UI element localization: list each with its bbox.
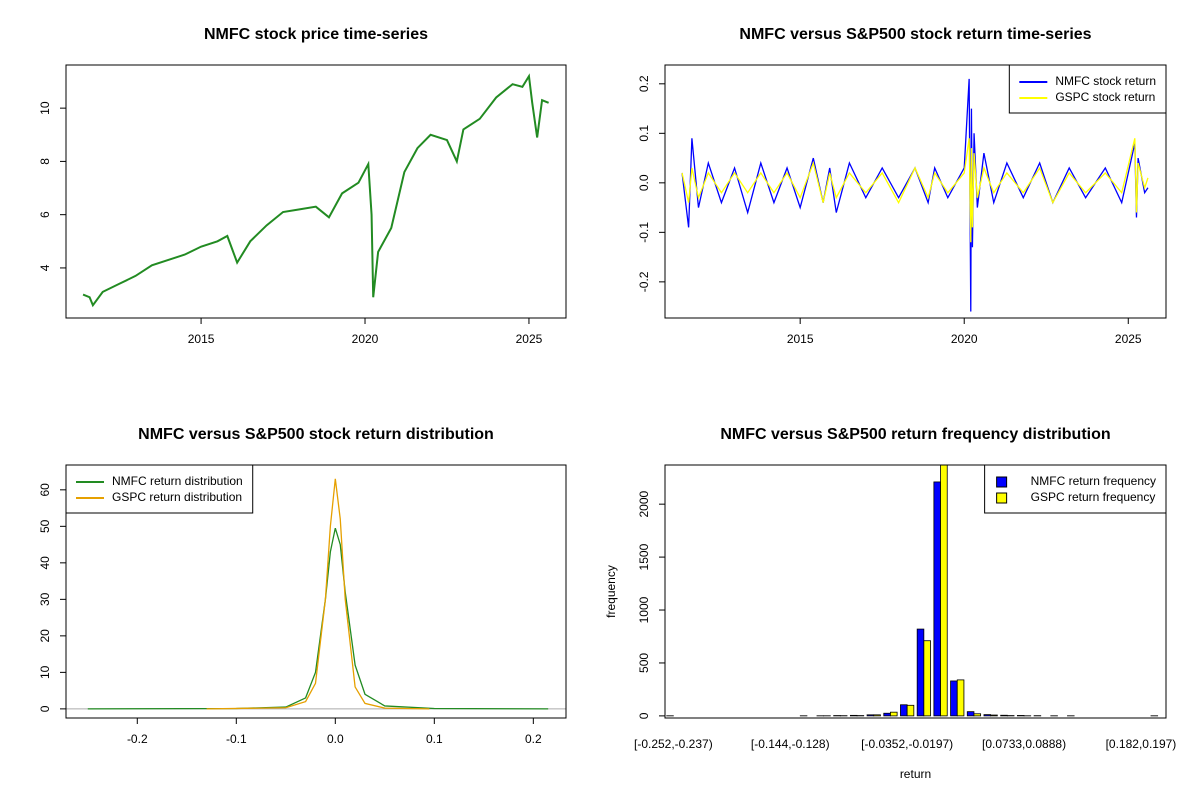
y-tick-label: 50	[38, 519, 52, 533]
y-tick-label: 10	[38, 665, 52, 679]
x-tick-label: [-0.144,-0.128)	[751, 737, 830, 751]
y-tick-label: 2000	[637, 490, 651, 517]
x-tick-label: 2015	[787, 332, 814, 346]
x-tick-label: -0.1	[226, 732, 247, 746]
bar	[890, 711, 898, 717]
bar	[906, 704, 915, 717]
x-tick-label: 2020	[352, 332, 379, 346]
x-tick-label: 0.0	[327, 732, 344, 746]
bar	[940, 465, 948, 717]
chart-title: NMFC versus S&P500 stock return time-ser…	[739, 26, 1091, 43]
x-tick-label: [-0.252,-0.237)	[634, 737, 713, 751]
plot-frame	[65, 464, 567, 719]
bar	[966, 711, 975, 717]
legend-box	[984, 464, 1167, 514]
data-line	[681, 138, 1149, 243]
y-tick-label: 8	[38, 158, 52, 165]
bar	[883, 712, 891, 717]
bar	[849, 714, 858, 717]
plot-frame	[65, 64, 567, 319]
x-tick-label: -0.2	[127, 732, 148, 746]
legend-label: GSPC return frequency	[1031, 490, 1156, 504]
x-tick-label: 2025	[1115, 332, 1142, 346]
y-tick-label: 60	[38, 483, 52, 497]
data-line	[206, 478, 430, 710]
plot-area	[666, 465, 1159, 717]
x-tick-label: 2015	[188, 332, 215, 346]
bar	[990, 714, 998, 717]
legend-box	[65, 464, 254, 514]
plot-frame	[664, 464, 1167, 719]
x-tick-label: 2025	[516, 332, 543, 346]
legend-label: NMFC return frequency	[1031, 474, 1156, 488]
y-tick-label: 10	[38, 101, 52, 115]
bar	[866, 714, 875, 717]
bar	[900, 704, 908, 717]
x-tick-label: 2020	[951, 332, 978, 346]
y-tick-label: 20	[38, 629, 52, 643]
y-tick-label: 0.0	[637, 174, 651, 191]
y-tick-label: 1500	[637, 543, 651, 570]
plot-area	[66, 478, 566, 710]
bar	[933, 481, 941, 717]
y-tick-label: 1000	[637, 596, 651, 623]
bar	[983, 714, 992, 717]
y-tick-label: 40	[38, 556, 52, 570]
chart-title: NMFC stock price time-series	[204, 26, 428, 43]
bar	[956, 679, 965, 717]
chart-title: NMFC versus S&P500 stock return distribu…	[138, 426, 494, 443]
y-axis-label: frequency	[604, 565, 618, 618]
bar	[950, 680, 958, 717]
plot-frame	[664, 64, 1167, 319]
legend: NMFC return distribution GSPC return dist…	[65, 464, 254, 514]
legend-label: NMFC return distribution	[112, 474, 243, 488]
y-tick-label: 0	[38, 705, 52, 712]
legend: NMFC return frequency GSPC return frequen…	[984, 464, 1167, 514]
y-tick-label: 30	[38, 592, 52, 606]
data-line	[681, 78, 1149, 312]
bar	[916, 628, 925, 717]
data-line	[87, 527, 549, 710]
x-tick-label: 0.2	[525, 732, 542, 746]
y-tick-label: -0.1	[637, 222, 651, 243]
x-tick-label: [0.182,0.197)	[1106, 737, 1177, 751]
legend-swatch	[996, 476, 1008, 488]
legend-box	[1008, 64, 1167, 114]
bar	[1000, 714, 1008, 717]
x-tick-label: 0.1	[426, 732, 443, 746]
panel: NMFC versus S&P500 stock return time-ser…	[637, 26, 1167, 346]
y-tick-label: 6	[38, 211, 52, 218]
panel: NMFC stock price time-series 4 6 8 10 2015 202…	[38, 26, 567, 346]
bar	[923, 640, 931, 717]
y-tick-label: 0.2	[637, 75, 651, 92]
data-line	[82, 73, 549, 308]
legend: NMFC stock return GSPC stock return	[1008, 64, 1167, 114]
y-tick-label: 500	[637, 653, 651, 673]
x-axis-label: return	[900, 767, 931, 781]
legend-label: GSPC stock return	[1055, 90, 1155, 104]
legend-label: GSPC return distribution	[112, 490, 242, 504]
y-tick-label: -0.2	[637, 271, 651, 292]
bar	[973, 713, 982, 717]
y-tick-label: 0	[637, 712, 651, 719]
plot-area	[681, 78, 1149, 312]
chart-title: NMFC versus S&P500 return frequency dist…	[720, 426, 1110, 443]
panel: NMFC versus S&P500 stock return distribu…	[38, 426, 567, 746]
bar	[873, 714, 881, 717]
y-tick-label: 0.1	[637, 125, 651, 142]
plot-area	[82, 73, 549, 308]
legend-label: NMFC stock return	[1055, 74, 1156, 88]
x-tick-label: [0.0733,0.0888)	[982, 737, 1066, 751]
panel: NMFC versus S&P500 return frequency dist…	[604, 426, 1176, 781]
legend-swatch	[996, 492, 1008, 504]
x-tick-label: [-0.0352,-0.0197)	[861, 737, 953, 751]
y-tick-label: 4	[38, 264, 52, 271]
